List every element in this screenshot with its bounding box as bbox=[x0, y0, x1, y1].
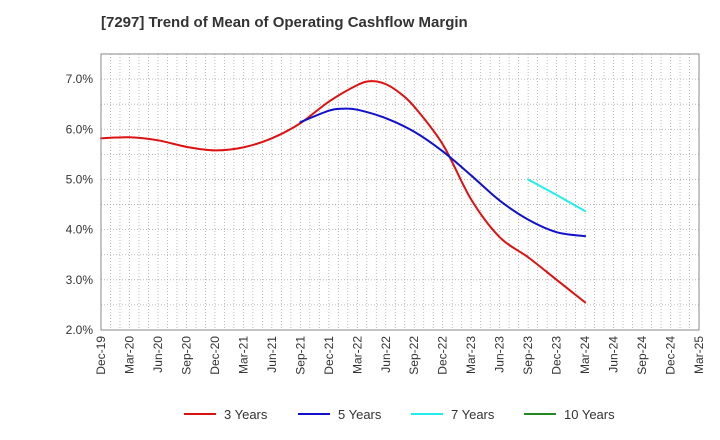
plot-frame bbox=[100, 53, 700, 331]
x-tick-label: Dec-21 bbox=[322, 336, 336, 375]
legend-label-3-years: 3 Years bbox=[224, 407, 268, 422]
legend-label-5-years: 5 Years bbox=[338, 407, 382, 422]
legend-label-10-years: 10 Years bbox=[564, 407, 615, 422]
x-tick-label: Mar-21 bbox=[236, 336, 250, 374]
y-axis: 2.0% 3.0% 4.0% 5.0% 6.0% 7.0% bbox=[66, 72, 94, 337]
y-tick-label: 4.0% bbox=[66, 223, 94, 237]
x-tick-label: Dec-22 bbox=[436, 336, 450, 375]
x-tick-label: Jun-22 bbox=[379, 336, 393, 373]
y-tick-label: 3.0% bbox=[66, 273, 94, 287]
x-tick-label: Jun-24 bbox=[607, 336, 621, 373]
x-tick-label: Dec-24 bbox=[664, 336, 678, 375]
x-tick-label: Jun-23 bbox=[493, 336, 507, 373]
x-tick-label: Sep-20 bbox=[179, 336, 193, 375]
x-tick-label: Dec-19 bbox=[94, 336, 108, 375]
x-tick-label: Mar-25 bbox=[692, 336, 706, 374]
plot-lines bbox=[100, 80, 587, 304]
series-line-7-years bbox=[527, 178, 587, 213]
x-tick-label: Mar-22 bbox=[350, 336, 364, 374]
x-tick-label: Mar-20 bbox=[122, 336, 136, 374]
x-axis: Dec-19 Mar-20 Jun-20 Sep-20 Dec-20 Mar-21 Jun-… bbox=[94, 336, 706, 375]
x-tick-label: Sep-24 bbox=[635, 336, 649, 375]
y-tick-label: 5.0% bbox=[66, 172, 94, 186]
x-tick-label: Jun-20 bbox=[151, 336, 165, 373]
x-tick-label: Dec-23 bbox=[550, 336, 564, 375]
x-tick-label: Jun-21 bbox=[265, 336, 279, 373]
y-tick-label: 2.0% bbox=[66, 323, 94, 337]
legend-label-7-years: 7 Years bbox=[451, 407, 495, 422]
series-line-3-years bbox=[100, 80, 587, 304]
chart-title: [7297] Trend of Mean of Operating Cashfl… bbox=[101, 14, 468, 31]
x-tick-label: Mar-24 bbox=[578, 336, 592, 374]
legend: 3 Years 5 Years 7 Years 10 Years bbox=[184, 407, 615, 422]
y-tick-label: 7.0% bbox=[66, 72, 94, 86]
y-tick-label: 6.0% bbox=[66, 122, 94, 136]
grid bbox=[101, 54, 699, 330]
series-line-5-years bbox=[299, 107, 587, 238]
x-tick-label: Sep-22 bbox=[407, 336, 421, 375]
x-tick-label: Sep-23 bbox=[521, 336, 535, 375]
x-tick-label: Sep-21 bbox=[293, 336, 307, 375]
x-tick-label: Dec-20 bbox=[208, 336, 222, 375]
x-tick-label: Mar-23 bbox=[464, 336, 478, 374]
